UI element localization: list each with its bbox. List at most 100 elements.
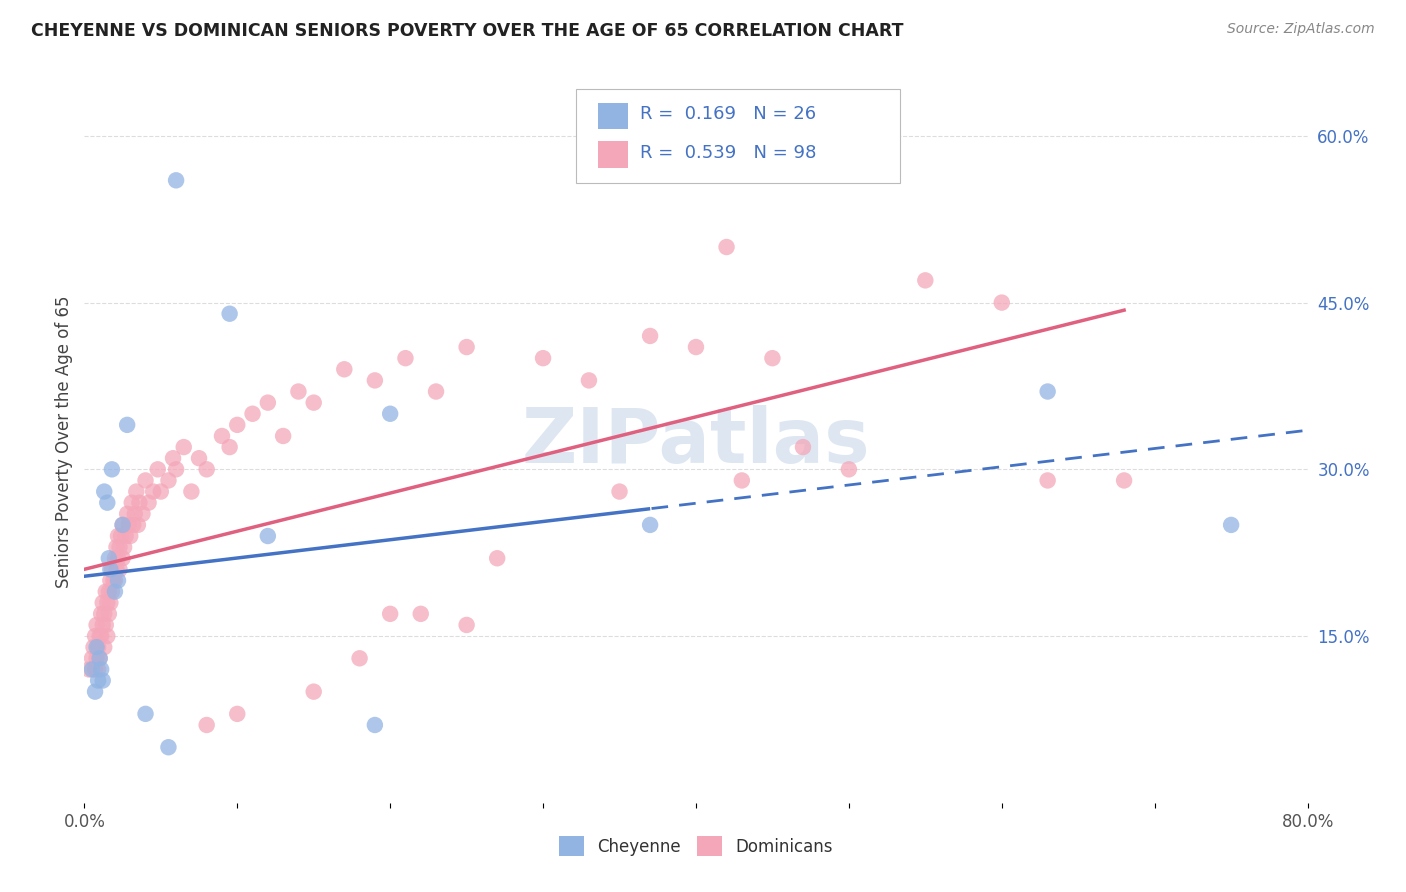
Point <box>96 629 118 643</box>
Point <box>128 496 150 510</box>
Legend: Cheyenne, Dominicans: Cheyenne, Dominicans <box>553 830 839 863</box>
Point <box>112 540 135 554</box>
Point <box>94 618 117 632</box>
Point <box>104 574 127 588</box>
Point <box>456 618 478 632</box>
Point <box>226 706 249 721</box>
Point <box>1036 474 1059 488</box>
Point <box>195 462 218 476</box>
Point <box>89 629 111 643</box>
Point <box>188 451 211 466</box>
Point <box>86 651 108 665</box>
Point <box>80 651 103 665</box>
Point <box>97 607 120 621</box>
Point <box>364 373 387 387</box>
Point <box>87 640 110 655</box>
Point <box>638 517 661 532</box>
Point <box>486 551 509 566</box>
Point <box>149 484 172 499</box>
Point <box>98 562 121 576</box>
Point <box>456 340 478 354</box>
Point <box>302 395 325 409</box>
Point <box>84 629 107 643</box>
Point <box>138 496 160 510</box>
Point <box>93 640 115 655</box>
Point <box>111 517 134 532</box>
Point <box>1036 384 1059 399</box>
Point <box>124 507 146 521</box>
Point <box>118 517 141 532</box>
Point <box>91 673 114 688</box>
Point <box>914 273 936 287</box>
Point <box>107 551 129 566</box>
Point <box>409 607 432 621</box>
Point <box>104 551 127 566</box>
Text: R =  0.169   N = 26: R = 0.169 N = 26 <box>640 105 815 123</box>
Point <box>110 529 132 543</box>
Point <box>87 673 110 688</box>
Point <box>97 551 120 566</box>
Point <box>838 462 860 476</box>
Point <box>93 607 115 621</box>
Point <box>638 329 661 343</box>
Point <box>86 640 108 655</box>
Point <box>142 484 165 499</box>
Point <box>105 540 128 554</box>
Point <box>77 662 100 676</box>
Point <box>716 240 738 254</box>
Point <box>108 562 131 576</box>
Point <box>333 362 356 376</box>
Point <box>531 351 554 366</box>
Point <box>685 340 707 354</box>
Text: CHEYENNE VS DOMINICAN SENIORS POVERTY OVER THE AGE OF 65 CORRELATION CHART: CHEYENNE VS DOMINICAN SENIORS POVERTY OV… <box>31 22 904 40</box>
Point <box>104 584 127 599</box>
Point <box>364 718 387 732</box>
Point <box>271 429 294 443</box>
Point <box>101 584 124 599</box>
Point <box>135 706 157 721</box>
Point <box>195 718 218 732</box>
Point <box>731 474 754 488</box>
Point <box>349 651 371 665</box>
Y-axis label: Seniors Poverty Over the Age of 65: Seniors Poverty Over the Age of 65 <box>55 295 73 588</box>
Point <box>83 640 105 655</box>
Point <box>131 507 153 521</box>
Point <box>394 351 416 366</box>
Point <box>91 596 114 610</box>
Point <box>211 429 233 443</box>
Point <box>111 517 134 532</box>
Point <box>93 484 115 499</box>
Point <box>107 529 129 543</box>
Point <box>173 440 195 454</box>
Point <box>94 584 117 599</box>
Point <box>146 462 169 476</box>
Point <box>578 373 600 387</box>
Point <box>218 440 240 454</box>
Point <box>135 474 157 488</box>
Point <box>105 562 128 576</box>
Point <box>218 307 240 321</box>
Point <box>1114 474 1136 488</box>
Text: R =  0.539   N = 98: R = 0.539 N = 98 <box>640 144 815 161</box>
Point <box>115 417 138 432</box>
Point <box>108 540 131 554</box>
Point <box>114 529 136 543</box>
Point <box>257 395 280 409</box>
Point <box>101 562 124 576</box>
Point <box>107 574 129 588</box>
Point <box>287 384 309 399</box>
Point <box>302 684 325 698</box>
Point <box>111 551 134 566</box>
Point <box>609 484 631 499</box>
Point <box>257 529 280 543</box>
Point <box>98 596 121 610</box>
Point <box>80 662 103 676</box>
Point <box>96 496 118 510</box>
Point <box>90 662 112 676</box>
Point <box>991 295 1014 310</box>
Point <box>242 407 264 421</box>
Point <box>792 440 814 454</box>
Point <box>103 574 125 588</box>
Point <box>226 417 249 432</box>
Point <box>380 607 402 621</box>
